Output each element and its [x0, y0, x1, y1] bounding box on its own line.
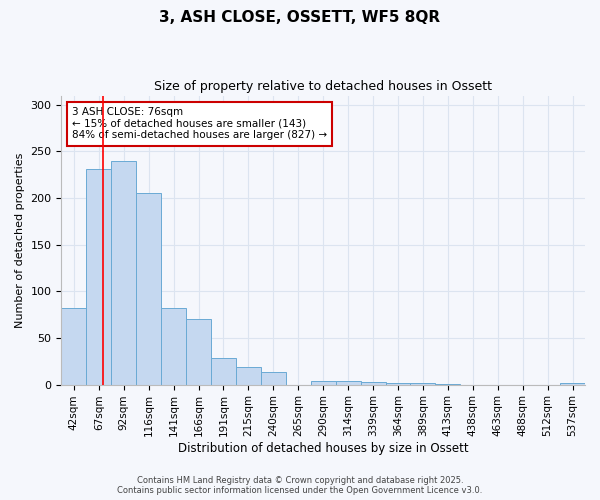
- Bar: [311, 381, 335, 384]
- Bar: [560, 382, 585, 384]
- Bar: [211, 358, 236, 384]
- Bar: [335, 381, 361, 384]
- Y-axis label: Number of detached properties: Number of detached properties: [15, 152, 25, 328]
- Text: 3 ASH CLOSE: 76sqm
← 15% of detached houses are smaller (143)
84% of semi-detach: 3 ASH CLOSE: 76sqm ← 15% of detached hou…: [72, 107, 327, 140]
- Bar: [161, 308, 186, 384]
- Bar: [186, 320, 211, 384]
- Bar: [111, 161, 136, 384]
- Text: 3, ASH CLOSE, OSSETT, WF5 8QR: 3, ASH CLOSE, OSSETT, WF5 8QR: [160, 10, 440, 25]
- Bar: [410, 382, 436, 384]
- Bar: [386, 382, 410, 384]
- Bar: [236, 367, 261, 384]
- Bar: [361, 382, 386, 384]
- Bar: [136, 192, 161, 384]
- Bar: [86, 169, 111, 384]
- Title: Size of property relative to detached houses in Ossett: Size of property relative to detached ho…: [154, 80, 492, 93]
- Text: Contains HM Land Registry data © Crown copyright and database right 2025.
Contai: Contains HM Land Registry data © Crown c…: [118, 476, 482, 495]
- Bar: [261, 372, 286, 384]
- X-axis label: Distribution of detached houses by size in Ossett: Distribution of detached houses by size …: [178, 442, 469, 455]
- Bar: [61, 308, 86, 384]
